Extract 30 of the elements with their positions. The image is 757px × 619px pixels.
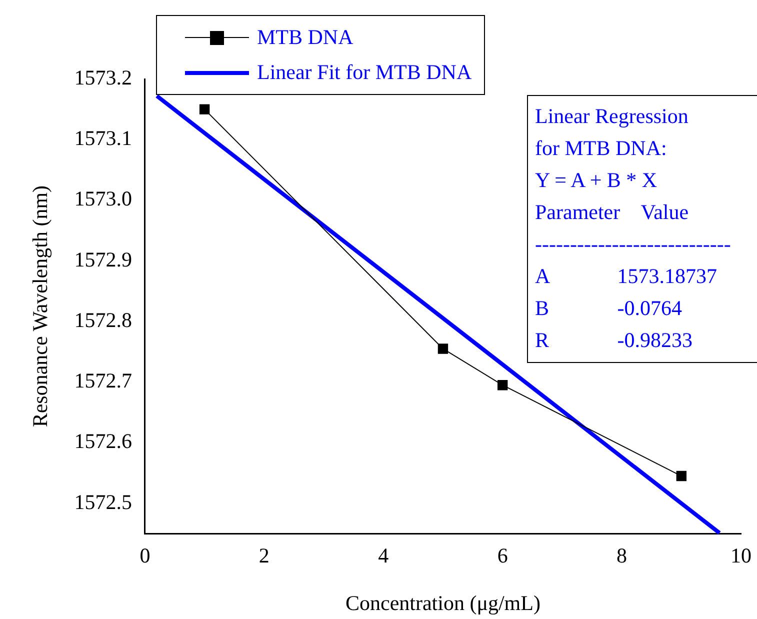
annotation: R -0.98233 [535,328,692,352]
x-tick-label: 10 [730,544,752,568]
annotation: ---------------------------- [535,232,731,256]
annotation: Parameter Value [535,200,689,224]
point [676,470,686,482]
x-axis-title: Concentration (μg/mL) [345,590,540,615]
y-tick-label: 1573.2 [74,66,132,90]
point [438,344,448,354]
x-tick-label: 8 [616,544,628,568]
point [199,104,210,114]
annotation: Y = A + B * X [535,168,658,192]
y-tick-label: 1573.1 [74,126,132,150]
x-tick-label: 6 [497,544,508,568]
y-axis-title: Resonance Wavelength (nm) [28,185,52,428]
legend-label: MTB DNA [257,25,354,50]
x-tick-label: 0 [140,544,150,568]
y-tick-label: 1573.0 [74,186,132,211]
y-tick-label: 1572.9 [74,247,132,272]
y-tick-label: 1572.8 [74,308,132,332]
annotation: for MTB DNA: [535,136,667,160]
annotation: A 1573.18737 [535,264,718,288]
x-tick-label: 4 [378,544,390,568]
y-tick-label: 1572.6 [74,429,132,454]
point [497,380,508,390]
y-tick-label: 1572.5 [74,490,132,514]
x-tick-label: 2 [258,544,270,568]
y-tick-label: 1572.7 [74,368,132,393]
annotation: Linear Regression [535,104,688,128]
legend-label: Linear Fit for MTB DNA [257,60,472,85]
annotation: B -0.0764 [535,296,682,320]
